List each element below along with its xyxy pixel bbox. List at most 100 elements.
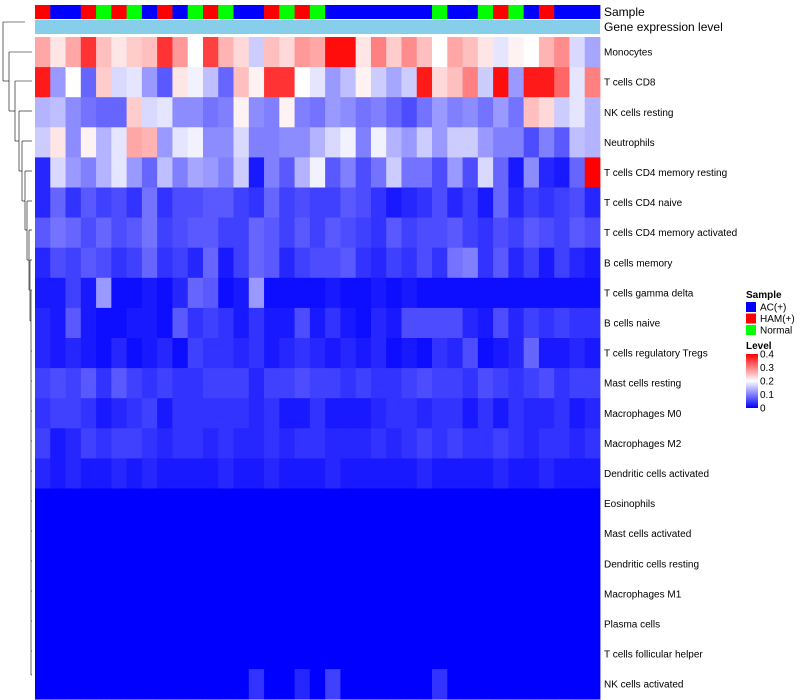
heatmap-cell — [416, 338, 433, 369]
heatmap-cell — [172, 548, 189, 580]
heatmap-cell — [477, 157, 494, 188]
heatmap-cell — [325, 277, 341, 309]
heatmap-cell — [386, 217, 402, 249]
heatmap-cell — [218, 639, 234, 670]
heatmap-cell — [264, 428, 280, 459]
sample-cell — [523, 5, 540, 19]
heatmap-cell — [218, 548, 234, 580]
heatmap-cell — [279, 37, 295, 68]
heatmap-cell — [202, 608, 219, 640]
heatmap-cell — [538, 37, 555, 68]
heatmap-cell — [111, 307, 128, 339]
sample-legend-title: Sample — [746, 290, 782, 301]
sample-cell — [401, 5, 418, 19]
heatmap-cell — [264, 277, 280, 309]
heatmap-cell — [432, 368, 448, 399]
heatmap-cell — [126, 669, 143, 700]
level-legend: Level 0.4 0.3 0.2 0.1 0 — [746, 341, 774, 415]
heatmap-cell — [141, 398, 158, 429]
heatmap-cell — [187, 217, 204, 249]
heatmap-cell — [447, 548, 463, 580]
heatmap-cell — [370, 428, 387, 459]
heatmap-cell — [248, 488, 265, 519]
heatmap-cell — [80, 578, 97, 610]
row-labels: Monocytes T cells CD8 NK cells resting Neut… — [604, 48, 737, 691]
heatmap-cell — [447, 217, 463, 249]
heatmap-cell — [493, 67, 509, 98]
heatmap-cell — [340, 368, 357, 399]
heatmap-cell — [477, 608, 494, 640]
heatmap-cell — [65, 398, 82, 429]
heatmap-cell — [340, 518, 357, 550]
heatmap-cell — [202, 368, 219, 399]
heatmap-cell — [355, 247, 372, 279]
heatmap-cell — [325, 127, 341, 158]
heatmap-cell — [386, 428, 402, 459]
heatmap-cell — [172, 217, 189, 249]
heatmap-cell — [432, 157, 448, 188]
heatmap-cell — [35, 548, 51, 580]
heatmap-cell — [50, 639, 66, 670]
heatmap-cell — [447, 277, 463, 309]
heatmap-cell — [248, 217, 265, 249]
heatmap-cell — [538, 368, 555, 399]
heatmap-cell — [462, 187, 479, 218]
heatmap-cell — [111, 37, 128, 68]
heatmap-cell — [157, 307, 173, 339]
heatmap-cell — [111, 247, 128, 279]
heatmap-cell — [35, 67, 51, 98]
heatmap-cell — [80, 398, 97, 429]
heatmap-cell — [111, 518, 128, 550]
heatmap-cell — [432, 97, 448, 128]
heatmap-cell — [309, 217, 326, 249]
heatmap-cell — [538, 458, 555, 489]
heatmap-cell — [355, 217, 372, 249]
heatmap-cell — [264, 488, 280, 519]
heatmap-cell — [401, 37, 418, 68]
row-label: Plasma cells — [604, 619, 660, 630]
heatmap-cell — [80, 548, 97, 580]
heatmap-cell — [294, 458, 311, 489]
heatmap-cell — [416, 157, 433, 188]
heatmap-cell — [538, 187, 555, 218]
heatmap-cell — [218, 127, 234, 158]
heatmap-cell — [554, 157, 570, 188]
sample-cell — [65, 5, 82, 19]
heatmap-cell — [477, 187, 494, 218]
heatmap-cell — [340, 608, 357, 640]
heatmap-cell — [386, 247, 402, 279]
heatmap-cell — [187, 669, 204, 700]
heatmap-cell — [248, 578, 265, 610]
heatmap-cell — [416, 368, 433, 399]
heatmap-cell — [65, 548, 82, 580]
heatmap-cell — [126, 548, 143, 580]
heatmap-cell — [294, 247, 311, 279]
heatmap-cell — [325, 428, 341, 459]
heatmap-cell — [538, 247, 555, 279]
heatmap-cell — [493, 338, 509, 369]
heatmap-cell — [386, 307, 402, 339]
heatmap-cell — [218, 67, 234, 98]
heatmap-cell — [432, 217, 448, 249]
heatmap-cell — [569, 307, 586, 339]
level-tick-label: 0.1 — [760, 390, 774, 401]
heatmap-cell — [264, 247, 280, 279]
sample-cell — [187, 5, 204, 19]
heatmap-cell — [248, 277, 265, 309]
heatmap-cell — [462, 97, 479, 128]
heatmap-cell — [50, 578, 66, 610]
sample-cell — [141, 5, 158, 19]
heatmap-cell — [584, 518, 601, 550]
heatmap-cell — [35, 307, 51, 339]
heatmap-cell — [432, 338, 448, 369]
heatmap-cell — [508, 307, 525, 339]
heatmap-cell — [279, 608, 295, 640]
sample-cell — [309, 5, 326, 19]
heatmap-cell — [294, 578, 311, 610]
heatmap-cell — [80, 277, 97, 309]
heatmap-cells — [35, 37, 601, 700]
heatmap-cell — [141, 187, 158, 218]
heatmap-cell — [50, 669, 66, 700]
heatmap-cell — [569, 127, 586, 158]
row-label: T cells CD8 — [604, 78, 656, 89]
